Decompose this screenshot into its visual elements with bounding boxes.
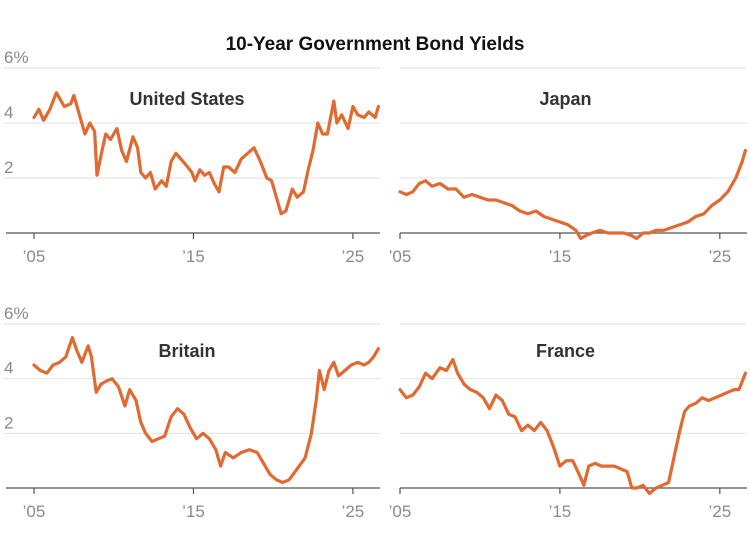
- panel-britain: 6% 4 2 ’05 ’15 ’25 Britain: [4, 304, 380, 521]
- x-tick-label: ’15: [549, 502, 572, 521]
- y-tick-label: 6%: [4, 48, 29, 67]
- panel-title: United States: [129, 89, 244, 109]
- panel-united-states: 6% 4 2 ’05 ’15 ’25 United States: [4, 48, 380, 266]
- x-tick-label: ’25: [342, 502, 365, 521]
- y-tick-label: 4: [4, 359, 13, 378]
- x-tick-label: ’05: [389, 502, 412, 521]
- series-line-britain: [32, 336, 380, 485]
- y-tick-label: 6%: [4, 304, 29, 323]
- x-tick-label: ’15: [182, 502, 205, 521]
- series-line-japan: [398, 148, 747, 241]
- x-tick-label: ’15: [549, 247, 572, 266]
- y-tick-label: 2: [4, 158, 13, 177]
- panel-japan: ’05 ’15 ’25 Japan: [389, 67, 747, 266]
- x-tick-label: ’25: [708, 247, 731, 266]
- series-line-united-states: [32, 91, 380, 216]
- series-line-france: [398, 357, 747, 496]
- x-tick-label: ’05: [23, 502, 46, 521]
- chart-title: 10-Year Government Bond Yields: [226, 34, 525, 55]
- panel-title: France: [536, 341, 595, 361]
- x-tick-label: ’05: [23, 247, 46, 266]
- panel-france: ’05 ’15 ’25 France: [389, 323, 747, 521]
- y-tick-label: 4: [4, 103, 13, 122]
- panel-title: Japan: [539, 89, 591, 109]
- x-tick-label: ’05: [389, 247, 412, 266]
- x-tick-label: ’25: [708, 502, 731, 521]
- y-tick-label: 2: [4, 413, 13, 432]
- panel-title: Britain: [158, 341, 215, 361]
- x-tick-label: ’15: [182, 247, 205, 266]
- x-tick-label: ’25: [342, 247, 365, 266]
